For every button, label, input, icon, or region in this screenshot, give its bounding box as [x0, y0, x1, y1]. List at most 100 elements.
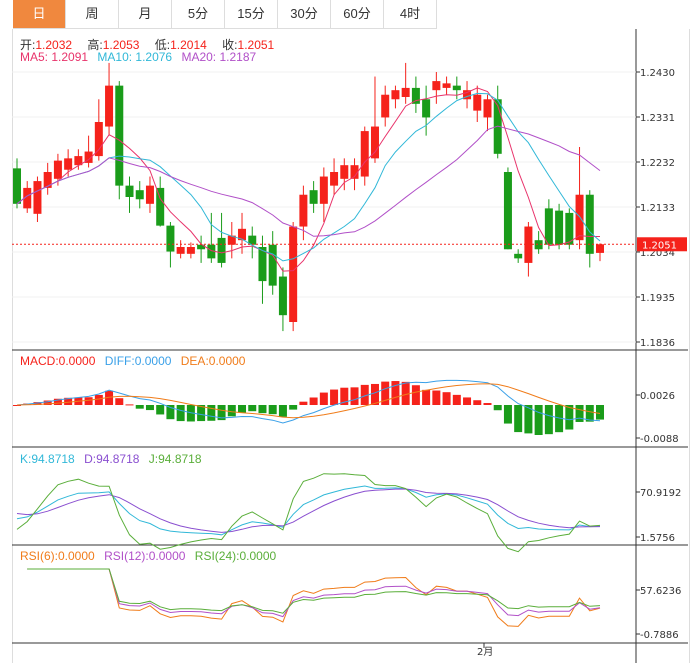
x-axis-label: 2月 [477, 646, 493, 658]
k-value: K:94.8718 [20, 452, 75, 466]
candle-body [309, 190, 318, 204]
tab-2[interactable]: 月 [119, 0, 172, 28]
macd-info: MACD:0.0000 DIFF:0.0000 DEA:0.0000 [20, 354, 251, 368]
price-tick-label: 1.2133 [640, 203, 675, 214]
candle-body [186, 247, 195, 254]
candle-body [43, 172, 52, 188]
last-price-label: 1.2051 [642, 240, 677, 251]
macd-bar [238, 405, 247, 413]
tab-0[interactable]: 日 [13, 0, 66, 28]
candle-body [432, 81, 441, 91]
macd-bar [289, 405, 298, 410]
macd-bar [391, 381, 400, 405]
tab-4[interactable]: 15分 [225, 0, 278, 28]
kdj-info: K:94.8718 D:94.8718 J:94.8718 [20, 452, 208, 466]
macd-bar [248, 405, 257, 412]
ma10-value: MA10: 1.2076 [97, 50, 173, 64]
candle-body [289, 226, 298, 322]
candle-body [115, 85, 124, 186]
tab-3[interactable]: 5分 [172, 0, 225, 28]
last-price-badge [637, 237, 687, 252]
macd-bar [452, 394, 461, 405]
candle-body [596, 244, 604, 253]
rsi12-value: RSI(12):0.0000 [104, 549, 186, 563]
candle-body [391, 90, 400, 100]
kdj-tick-label: 70.9192 [640, 488, 681, 499]
macd-bar [493, 405, 502, 411]
candle-body [278, 276, 287, 316]
macd-bar [115, 398, 124, 405]
tab-5[interactable]: 30分 [278, 0, 331, 28]
high-label: 高: [87, 38, 103, 52]
low-label: 低: [154, 38, 171, 52]
high-value: 1.2053 [102, 38, 140, 52]
macd-bar [330, 389, 339, 405]
macd-bar [135, 405, 144, 409]
j-line [16, 473, 601, 553]
chart-frame [12, 29, 690, 663]
price-tick-label: 1.2430 [640, 68, 675, 79]
rsi12-line [27, 568, 601, 618]
tab-7[interactable]: 4时 [384, 0, 437, 28]
candle-body [401, 87, 410, 97]
macd-bar [309, 397, 318, 405]
price-tick-label: 1.2331 [640, 113, 675, 124]
candle-body [585, 194, 594, 254]
ma20-line [16, 125, 601, 237]
candle-body [503, 172, 512, 250]
candle-body [340, 165, 349, 179]
candle-body [360, 131, 369, 177]
macd-bar [370, 383, 379, 405]
macd-bar [33, 402, 42, 405]
close-value: 1.2051 [237, 38, 275, 52]
macd-bar [53, 398, 62, 405]
candle-body [544, 208, 553, 245]
k-line [16, 485, 601, 536]
macd-bar [432, 390, 441, 405]
candle-body [74, 156, 83, 166]
kdj-tick-label: 1.5756 [640, 533, 675, 544]
macd-bar [514, 405, 523, 433]
candle-body [514, 253, 523, 259]
macd-bar [534, 405, 543, 435]
candle-body [299, 194, 308, 227]
rsi-tick-label: 57.6236 [640, 586, 681, 597]
candle-body [463, 90, 472, 100]
macd-bar [105, 390, 114, 405]
macd-bar [401, 381, 410, 405]
rsi24-line [27, 568, 601, 614]
tab-1[interactable]: 周 [66, 0, 119, 28]
candle-body [156, 187, 165, 226]
macd-bar [319, 392, 328, 405]
rsi-info: RSI(6):0.0000 RSI(12):0.0000 RSI(24):0.0… [20, 549, 282, 563]
dea-line [16, 383, 601, 419]
j-value: J:94.8718 [148, 452, 202, 466]
macd-bar [585, 405, 594, 422]
macd-bar [268, 405, 277, 415]
macd-bar [186, 405, 195, 422]
macd-bar [473, 400, 482, 405]
macd-bar [381, 381, 390, 405]
macd-bar [340, 387, 349, 405]
ma5-value: MA5: 1.2091 [20, 50, 89, 64]
macd-bar [411, 385, 420, 405]
open-label: 开: [20, 38, 36, 52]
candle-body [411, 87, 420, 104]
macd-bar [94, 394, 103, 405]
macd-bar [156, 405, 165, 415]
candle-body [555, 210, 564, 245]
macd-bar [544, 405, 553, 435]
macd-bar [217, 405, 226, 421]
macd-bar [565, 405, 574, 430]
candle-body [217, 237, 226, 263]
macd-bar [422, 389, 431, 405]
macd-bar [197, 405, 206, 422]
open-value: 1.2032 [35, 38, 73, 52]
candle-body [84, 151, 93, 163]
macd-bar [575, 405, 584, 422]
tab-6[interactable]: 60分 [331, 0, 384, 28]
macd-bar [463, 397, 472, 405]
macd-tick-label: -0.0088 [640, 434, 679, 445]
candle-body [483, 99, 492, 118]
